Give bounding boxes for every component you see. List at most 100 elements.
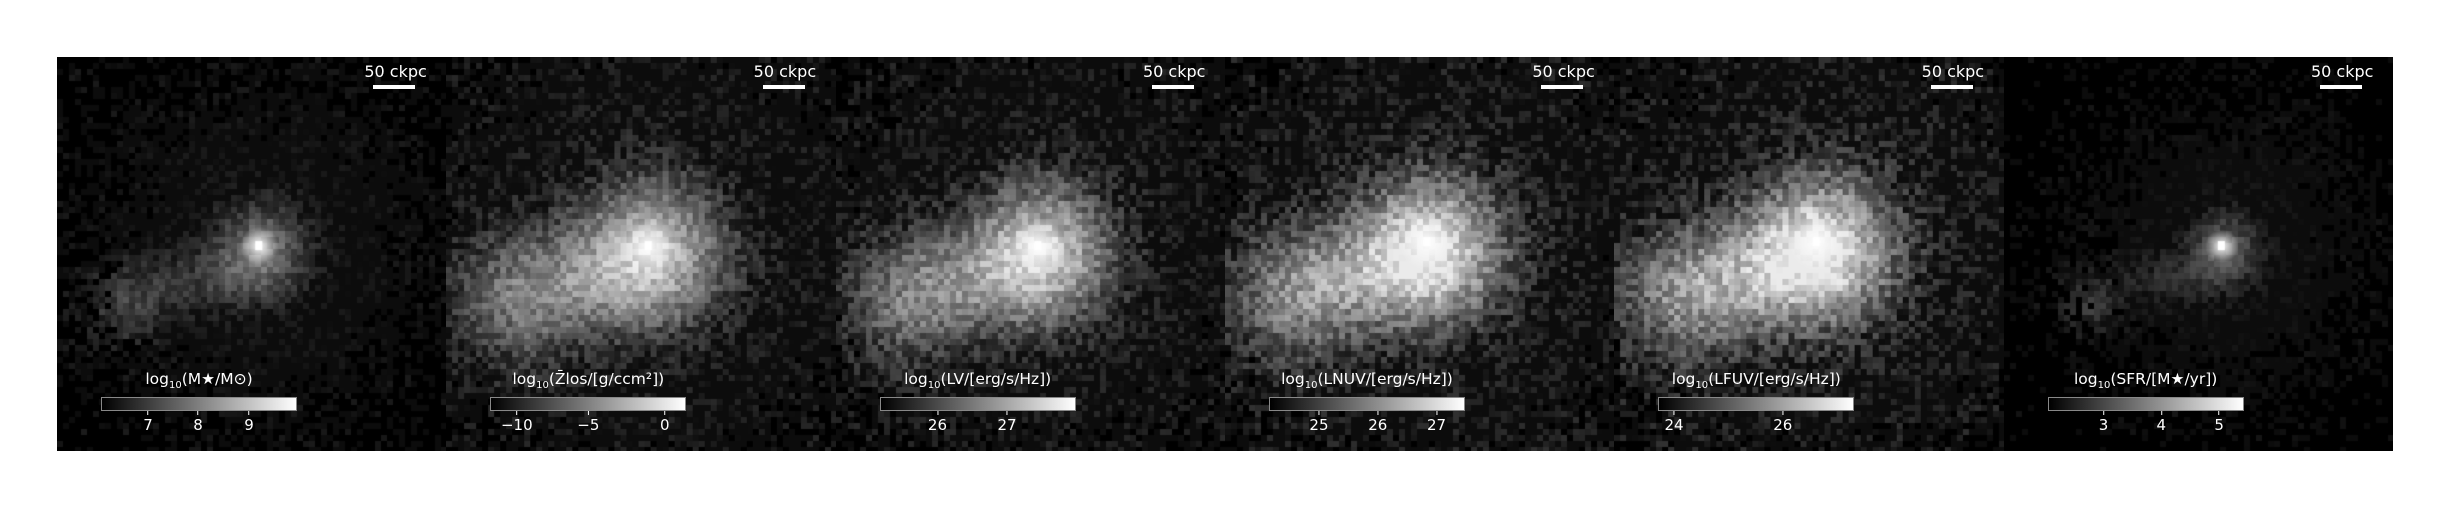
colorbar: log10(SFR/[M★/yr]) 3 4 5	[2047, 370, 2244, 435]
colorbar-tick: 27	[998, 411, 1017, 434]
colorbar-label: log10(LNUV/[erg/s/Hz])	[1269, 370, 1465, 395]
scale-bar-line	[1930, 85, 1973, 89]
scale-bar-label: 50 ckpc	[2310, 62, 2374, 81]
colorbar-tick-label: 26	[1368, 416, 1388, 435]
colorbar: log10(LFUV/[erg/s/Hz]) 24 26	[1658, 370, 1855, 435]
colorbar: log10(LNUV/[erg/s/Hz]) 25 26 27	[1268, 370, 1465, 435]
map-panel: 50 ckpc log10(M★/M⊙) 7 8 9	[57, 57, 447, 451]
scale-bar-label: 50 ckpc	[1921, 62, 1985, 81]
colorbar-tick-label: 3	[2098, 416, 2109, 435]
colorbar-label-log: log	[1671, 370, 1696, 388]
colorbar-tick: −10	[501, 411, 533, 434]
colorbar-tick-label: 27	[997, 416, 1017, 435]
colorbar-tick-label: 7	[143, 416, 153, 435]
scale-bar-line	[1151, 85, 1194, 89]
colorbar: log10(M★/M⊙) 7 8 9	[101, 370, 297, 434]
galaxy-map-image	[57, 57, 447, 451]
colorbar-tick-label: 27	[1427, 416, 1447, 435]
colorbar-tick-mark	[2102, 411, 2104, 416]
colorbar-label-quantity: (SFR/[M★/yr])	[2110, 370, 2218, 388]
map-panel: 50 ckpc log10(SFR/[M★/yr]) 3 4 5	[2003, 57, 2393, 451]
colorbar-tick-mark	[147, 411, 149, 416]
colorbar-tick-label: 0	[659, 416, 670, 435]
colorbar-label: log10(Z̄los/[g/ccm²])	[490, 370, 686, 395]
colorbar-label-quantity: (LV/[erg/s/Hz])	[940, 370, 1052, 388]
colorbar-tick: 9	[244, 411, 254, 434]
galaxy-map-image	[2003, 57, 2393, 451]
colorbar-tick: 26	[1773, 411, 1792, 434]
colorbar-tick-mark	[1006, 411, 1008, 416]
scale-bar-line	[2319, 85, 2362, 89]
colorbar-tick-label: 26	[1773, 416, 1793, 435]
colorbar-label-subscript: 10	[1304, 380, 1318, 392]
colorbar-label: log10(M★/M⊙)	[101, 370, 297, 395]
colorbar-tick-mark	[587, 411, 589, 416]
colorbar-tick: 8	[193, 411, 203, 434]
colorbar-label-subscript: 10	[536, 380, 549, 392]
colorbar-label-subscript: 10	[168, 380, 182, 392]
colorbar-tick-label: 8	[193, 416, 203, 435]
colorbar-tick-label: 24	[1664, 416, 1684, 435]
colorbar-gradient	[101, 397, 297, 412]
scale-bar-label: 50 ckpc	[364, 62, 427, 81]
scale-bar: 50 ckpc	[753, 62, 817, 89]
colorbar-label-log: log	[1281, 370, 1305, 388]
colorbar-tick: 25	[1309, 411, 1329, 435]
colorbar-label-log: log	[904, 370, 928, 388]
galaxy-map-image	[835, 57, 1225, 451]
colorbar-label: log10(LV/[erg/s/Hz])	[880, 370, 1076, 395]
colorbar-tick-mark	[1782, 411, 1784, 416]
colorbar-label-quantity: (M★/M⊙)	[181, 370, 253, 388]
colorbar-tick-label: 4	[2156, 416, 2167, 435]
colorbar-label-quantity: (LFUV/[erg/s/Hz])	[1708, 370, 1841, 388]
colorbar-label-quantity: (LNUV/[erg/s/Hz])	[1317, 370, 1453, 388]
colorbar: log10(LV/[erg/s/Hz]) 26 27	[879, 370, 1076, 435]
colorbar-tick-mark	[1673, 411, 1675, 416]
colorbar-label-log: log	[145, 370, 169, 388]
scale-bar-line	[1541, 85, 1584, 89]
colorbar-tick: −5	[577, 411, 599, 434]
colorbar-tick: 4	[2156, 411, 2167, 435]
colorbar-ticks: 25 26 27	[1269, 411, 1465, 435]
colorbar-gradient	[490, 397, 687, 412]
colorbar-tick: 3	[2098, 411, 2109, 435]
colorbar-label-log: log	[2073, 370, 2098, 388]
scale-bar-label: 50 ckpc	[1532, 62, 1595, 81]
colorbar-label: log10(LFUV/[erg/s/Hz])	[1658, 370, 1854, 395]
scale-bar-label: 50 ckpc	[753, 62, 817, 81]
colorbar-tick: 26	[1368, 411, 1387, 434]
colorbar-gradient	[2047, 397, 2244, 412]
colorbar-gradient	[1268, 397, 1465, 412]
colorbar-tick-mark	[2218, 411, 2220, 416]
map-panel: 50 ckpc log10(LV/[erg/s/Hz]) 26 27	[835, 57, 1225, 451]
colorbar-tick: 7	[143, 411, 153, 434]
map-panel: 50 ckpc log10(LNUV/[erg/s/Hz]) 25 26 27	[1224, 57, 1615, 451]
colorbar-label-subscript: 10	[1695, 380, 1709, 392]
scale-bar: 50 ckpc	[1921, 62, 1985, 89]
colorbar-tick-label: 5	[2214, 416, 2224, 435]
colorbar-tick-label: 25	[1309, 416, 1329, 435]
galaxy-map-image	[446, 57, 836, 451]
colorbar-tick-mark	[1377, 411, 1379, 416]
colorbar-tick-mark	[936, 411, 938, 416]
scale-bar-line	[373, 85, 416, 89]
colorbar-ticks: −10 −5 0	[490, 411, 686, 435]
scale-bar: 50 ckpc	[2310, 62, 2374, 89]
colorbar-tick-label: −10	[500, 416, 533, 435]
map-panel: 50 ckpc log10(Z̄los/[g/ccm²]) −10 −5 0	[446, 57, 836, 451]
colorbar-tick: 24	[1664, 411, 1684, 435]
colorbar-tick-label: 26	[927, 416, 948, 435]
galaxy-map-image	[1224, 57, 1615, 451]
image-strip: 50 ckpc log10(M★/M⊙) 7 8 9 50 ckpc log10(Z̄los…	[57, 57, 2393, 451]
colorbar-label-quantity: (Z̄los/[g/ccm²])	[548, 370, 665, 388]
scale-bar-line	[762, 85, 805, 89]
colorbar-tick-mark	[248, 411, 250, 416]
colorbar-tick-mark	[197, 411, 199, 416]
colorbar-tick-mark	[516, 411, 518, 416]
colorbar-gradient	[1658, 397, 1855, 412]
colorbar-tick-mark	[2160, 411, 2162, 416]
colorbar-label-subscript: 10	[927, 380, 941, 392]
colorbar-tick: 5	[2214, 411, 2224, 434]
colorbar-tick-label: −5	[577, 416, 600, 435]
colorbar-label: log10(SFR/[M★/yr])	[2048, 370, 2244, 395]
